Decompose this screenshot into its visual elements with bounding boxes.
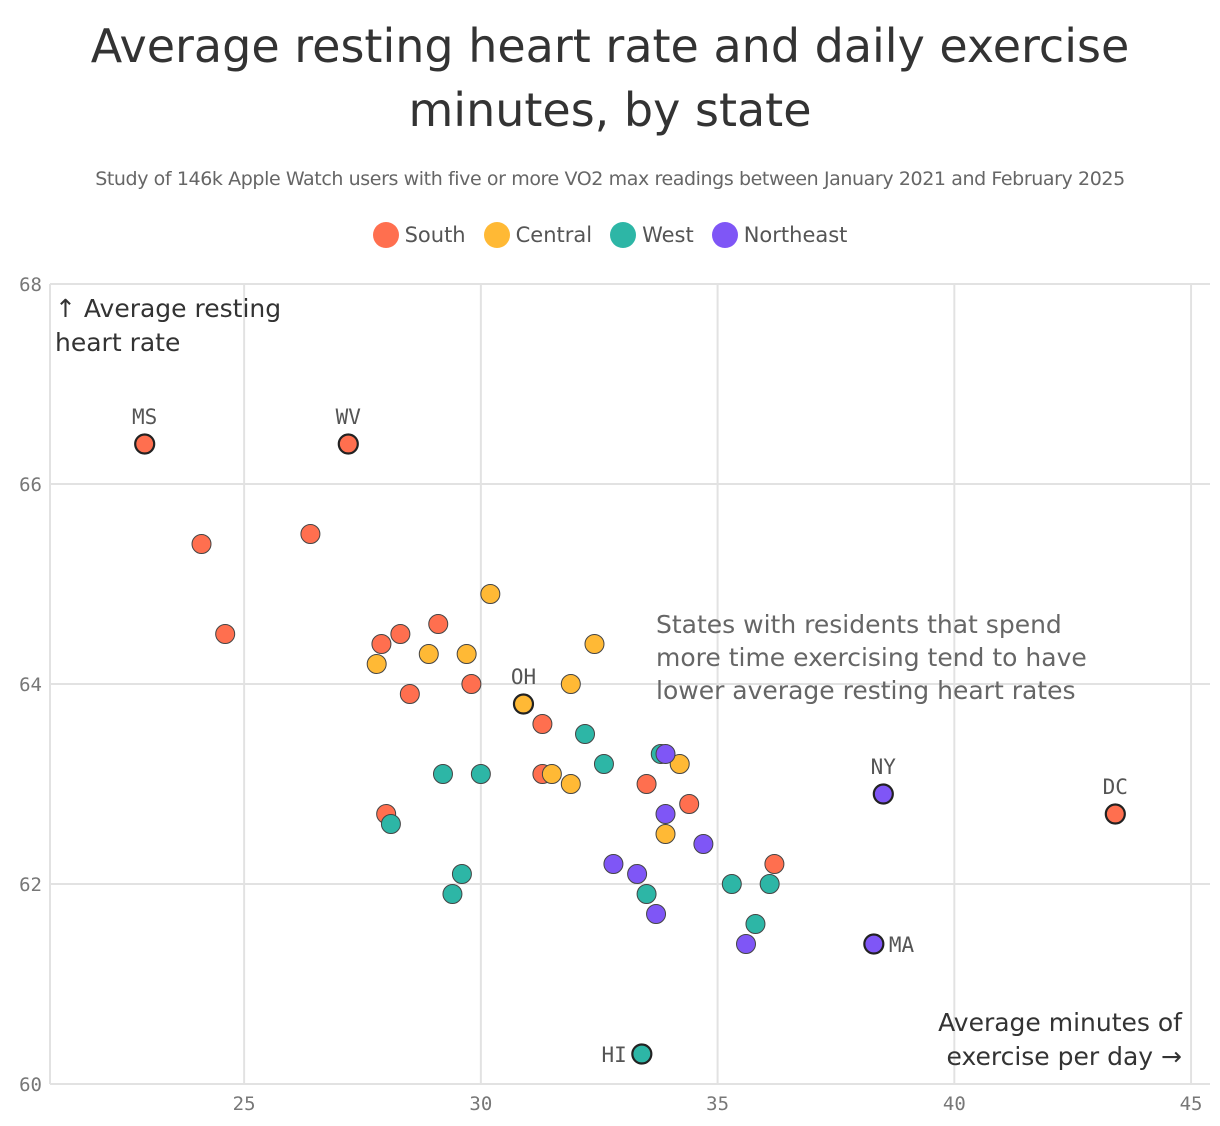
- data-point-northeast: [603, 854, 624, 874]
- y-axis-label: ↑ Average resting heart rate: [55, 294, 282, 357]
- data-point-south: [532, 714, 553, 734]
- x-tick-label: 40: [943, 1093, 966, 1115]
- legend-swatch: [711, 222, 738, 248]
- data-point-central: [480, 584, 501, 604]
- data-point-central: [560, 674, 581, 694]
- data-point-central: [541, 764, 562, 784]
- data-point-central: [418, 644, 439, 664]
- data-point-south: [679, 794, 700, 814]
- data-point-south: [399, 684, 420, 704]
- data-point-south: [1104, 803, 1126, 825]
- y-tick-label: 66: [19, 474, 42, 496]
- data-point-northeast: [736, 934, 756, 954]
- point-label: DC: [1103, 775, 1128, 799]
- legend-label: West: [642, 223, 694, 247]
- data-point-central: [512, 693, 535, 715]
- data-point-south: [337, 433, 359, 455]
- data-point-northeast: [646, 904, 667, 924]
- legend-swatch: [483, 222, 510, 248]
- data-point-south: [461, 674, 482, 694]
- data-point-south: [300, 524, 321, 544]
- point-label: MS: [132, 405, 157, 429]
- data-point-south: [215, 624, 236, 644]
- y-tick-label: 60: [19, 1074, 42, 1096]
- legend-item-west: West: [610, 222, 694, 248]
- x-axis-label: Average minutes of exercise per day →: [938, 1008, 1182, 1071]
- legend-label: Central: [515, 223, 593, 247]
- data-point-south: [390, 624, 411, 644]
- data-point-west: [470, 764, 491, 784]
- data-point-west: [442, 884, 463, 904]
- chart-subtitle: Study of 146k Apple Watch users with fiv…: [95, 168, 1125, 190]
- data-point-south: [134, 433, 156, 455]
- data-point-west: [636, 884, 657, 904]
- data-point-central: [366, 654, 387, 674]
- data-point-central: [456, 644, 477, 664]
- y-tick-label: 68: [19, 274, 42, 296]
- point-label: NY: [871, 755, 897, 779]
- chart-title: Average resting heart rate and daily exe…: [90, 19, 1130, 137]
- y-tick-label: 64: [19, 674, 42, 696]
- data-point-west: [631, 1043, 653, 1065]
- data-point-northeast: [627, 864, 648, 884]
- data-point-northeast: [693, 834, 714, 854]
- y-tick-label: 62: [19, 874, 42, 896]
- x-tick-label: 30: [469, 1093, 492, 1115]
- x-tick-label: 45: [1180, 1093, 1203, 1115]
- point-label: HI: [602, 1043, 627, 1067]
- data-point-northeast: [655, 744, 676, 764]
- data-point-central: [584, 634, 605, 654]
- legend: South Central West Northeast: [0, 222, 1220, 248]
- legend-swatch: [610, 222, 637, 248]
- data-point-south: [371, 634, 392, 654]
- point-label: WV: [336, 405, 362, 429]
- data-point-northeast: [872, 783, 894, 805]
- data-point-northeast: [863, 933, 885, 955]
- x-tick-label: 35: [706, 1093, 729, 1115]
- legend-item-south: South: [372, 222, 466, 248]
- x-tick-label: 25: [233, 1093, 256, 1115]
- data-point-west: [721, 874, 742, 894]
- legend-label: South: [404, 223, 466, 247]
- annotation: States with residents that spend more ti…: [656, 610, 1087, 705]
- data-point-central: [560, 774, 581, 794]
- data-point-south: [764, 854, 785, 874]
- point-label: MA: [889, 933, 915, 957]
- data-point-central: [655, 824, 676, 844]
- legend-swatch: [372, 222, 399, 248]
- data-point-central: [669, 754, 690, 774]
- data-point-west: [745, 914, 766, 934]
- data-point-south: [636, 774, 657, 794]
- legend-item-central: Central: [483, 222, 593, 248]
- data-point-south: [191, 534, 212, 554]
- legend-item-northeast: Northeast: [711, 222, 848, 248]
- data-point-west: [380, 814, 401, 834]
- data-point-south: [428, 614, 449, 634]
- point-label: OH: [511, 665, 536, 689]
- legend-label: Northeast: [743, 223, 848, 247]
- data-point-west: [432, 764, 453, 784]
- data-point-west: [575, 724, 596, 744]
- data-point-west: [593, 754, 614, 774]
- data-point-west: [451, 864, 472, 884]
- data-point-west: [759, 874, 780, 894]
- data-point-northeast: [655, 804, 676, 824]
